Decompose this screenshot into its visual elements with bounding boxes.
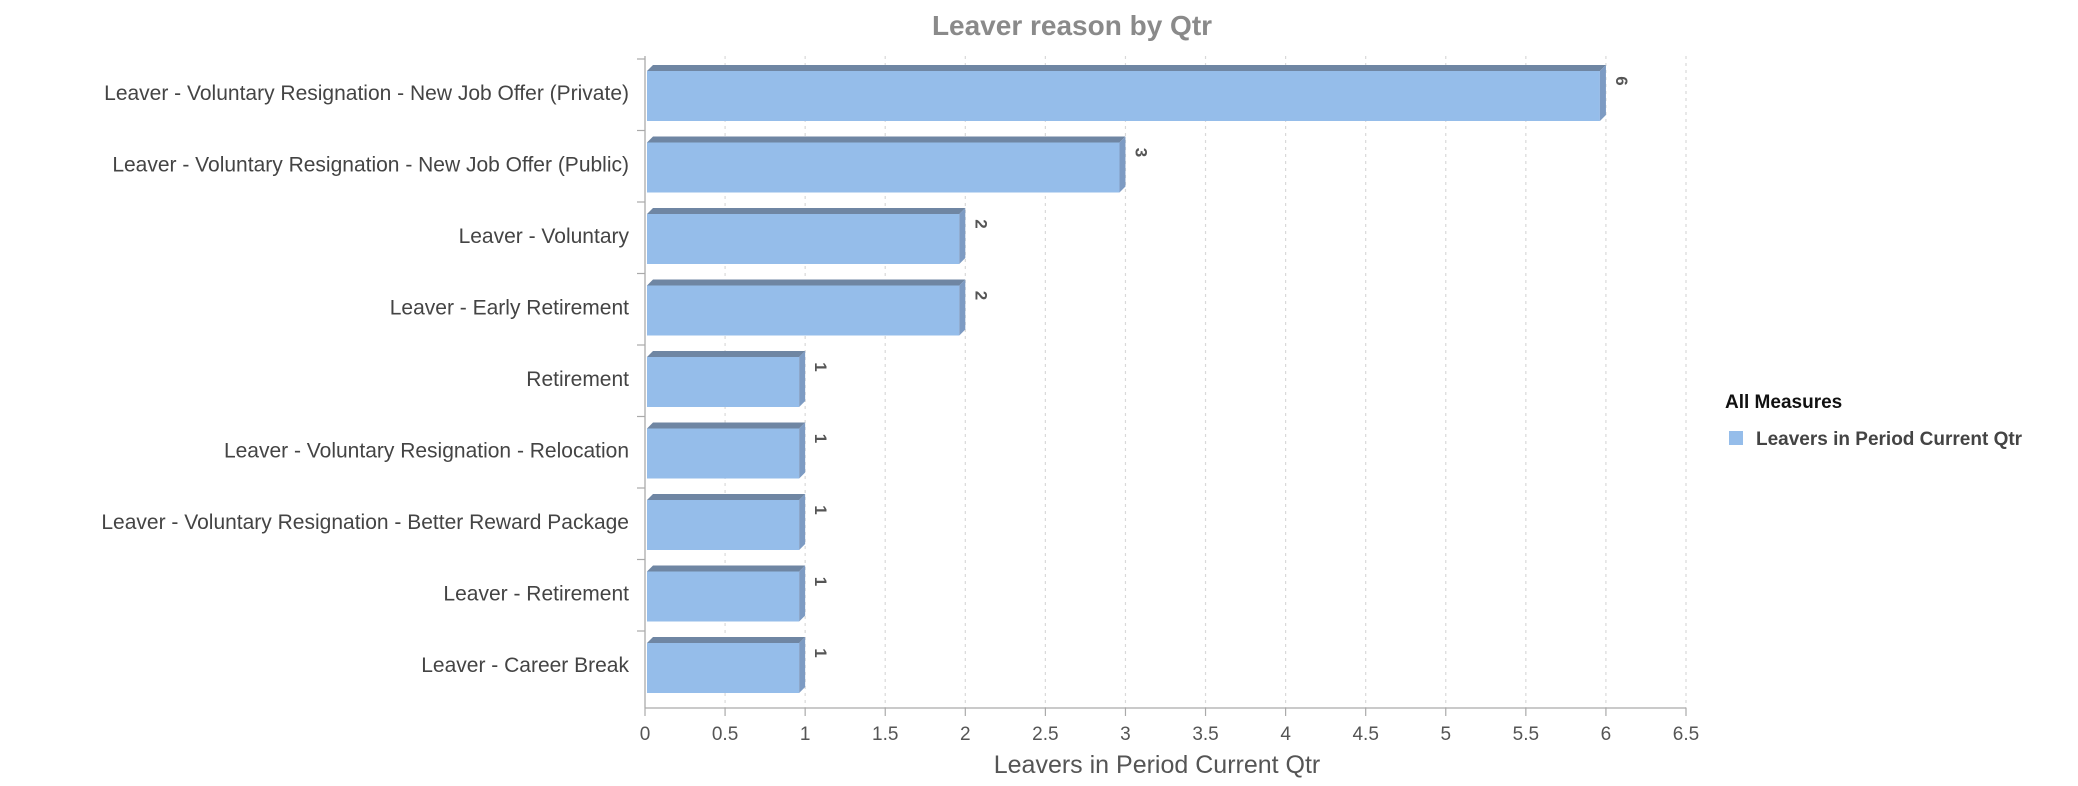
- bar-top: [647, 422, 806, 429]
- bar-top: [647, 65, 1606, 71]
- bar-top: [647, 637, 806, 643]
- data-label: 2: [971, 291, 990, 300]
- legend-swatch: [1729, 431, 1743, 445]
- bar-side: [1119, 136, 1126, 193]
- category-label: Leaver - Career Break: [421, 654, 629, 677]
- legend: All Measures Leavers in Period Current Q…: [1725, 392, 2023, 450]
- data-label: 6: [1612, 76, 1631, 85]
- bar: [647, 357, 800, 407]
- bar-top: [647, 351, 806, 357]
- legend-title: All Measures: [1725, 392, 1842, 413]
- category-label: Leaver - Voluntary: [459, 225, 630, 248]
- bar: [647, 142, 1120, 193]
- bar: [647, 500, 800, 550]
- data-label: 1: [811, 505, 830, 514]
- x-tick-label: 3.5: [1192, 724, 1218, 745]
- x-tick-label: 0.5: [712, 724, 738, 745]
- x-tick-label: 3: [1120, 724, 1131, 745]
- x-tick-label: 0: [640, 724, 651, 745]
- data-label: 1: [811, 577, 830, 586]
- x-tick-label: 5.5: [1513, 724, 1539, 745]
- x-tick-label: 2.5: [1032, 724, 1058, 745]
- bar-side: [959, 208, 966, 264]
- x-tick-label: 1.5: [872, 724, 898, 745]
- x-tick-label: 6.5: [1673, 724, 1699, 745]
- data-label: 3: [1131, 148, 1150, 157]
- bar-side: [1599, 65, 1606, 121]
- x-axis: 0 0.5 1 1.5 2 2.5 3 3.5 4 4.5 5 5.5 6 6.5: [637, 56, 1699, 745]
- bar-side: [959, 279, 966, 336]
- bar-side: [799, 351, 806, 407]
- category-labels: Leaver - Voluntary Resignation - New Job…: [101, 82, 629, 677]
- data-label: 2: [971, 219, 990, 228]
- bar: [647, 214, 960, 264]
- bar-side: [799, 422, 806, 479]
- data-label: 1: [811, 648, 830, 657]
- bar-top: [647, 494, 806, 500]
- x-tick-label: 1: [800, 724, 811, 745]
- bar-side: [799, 494, 806, 550]
- bar: [647, 643, 800, 693]
- bars: [647, 65, 1606, 693]
- x-tick-label: 4: [1280, 724, 1291, 745]
- data-labels: 6 3 2 2 1 1 1 1 1: [811, 76, 1631, 657]
- bar-top: [647, 279, 966, 286]
- bar-top: [647, 136, 1126, 143]
- category-label: Leaver - Retirement: [443, 583, 629, 606]
- bar-side: [799, 565, 806, 622]
- category-label: Leaver - Early Retirement: [390, 297, 629, 320]
- bar-top: [647, 565, 806, 572]
- bar: [647, 285, 960, 336]
- data-label: 1: [811, 362, 830, 371]
- legend-entry: Leavers in Period Current Qtr: [1756, 429, 2023, 450]
- x-tick-label: 6: [1601, 724, 1612, 745]
- category-label: Retirement: [526, 368, 629, 391]
- bar-side: [799, 637, 806, 693]
- bar: [647, 571, 800, 622]
- category-label: Leaver - Voluntary Resignation - Relocat…: [224, 440, 629, 463]
- chart-title: Leaver reason by Qtr: [932, 10, 1212, 41]
- x-tick-label: 5: [1440, 724, 1451, 745]
- data-label: 1: [811, 434, 830, 443]
- bar: [647, 428, 800, 479]
- category-label: Leaver - Voluntary Resignation - Better …: [101, 511, 629, 534]
- category-label: Leaver - Voluntary Resignation - New Job…: [104, 82, 629, 105]
- x-tick-label: 4.5: [1352, 724, 1378, 745]
- bar-top: [647, 208, 966, 214]
- category-label: Leaver - Voluntary Resignation - New Job…: [112, 154, 629, 177]
- x-tick-label: 2: [960, 724, 971, 745]
- x-axis-title: Leavers in Period Current Qtr: [994, 751, 1321, 779]
- bar: [647, 71, 1600, 121]
